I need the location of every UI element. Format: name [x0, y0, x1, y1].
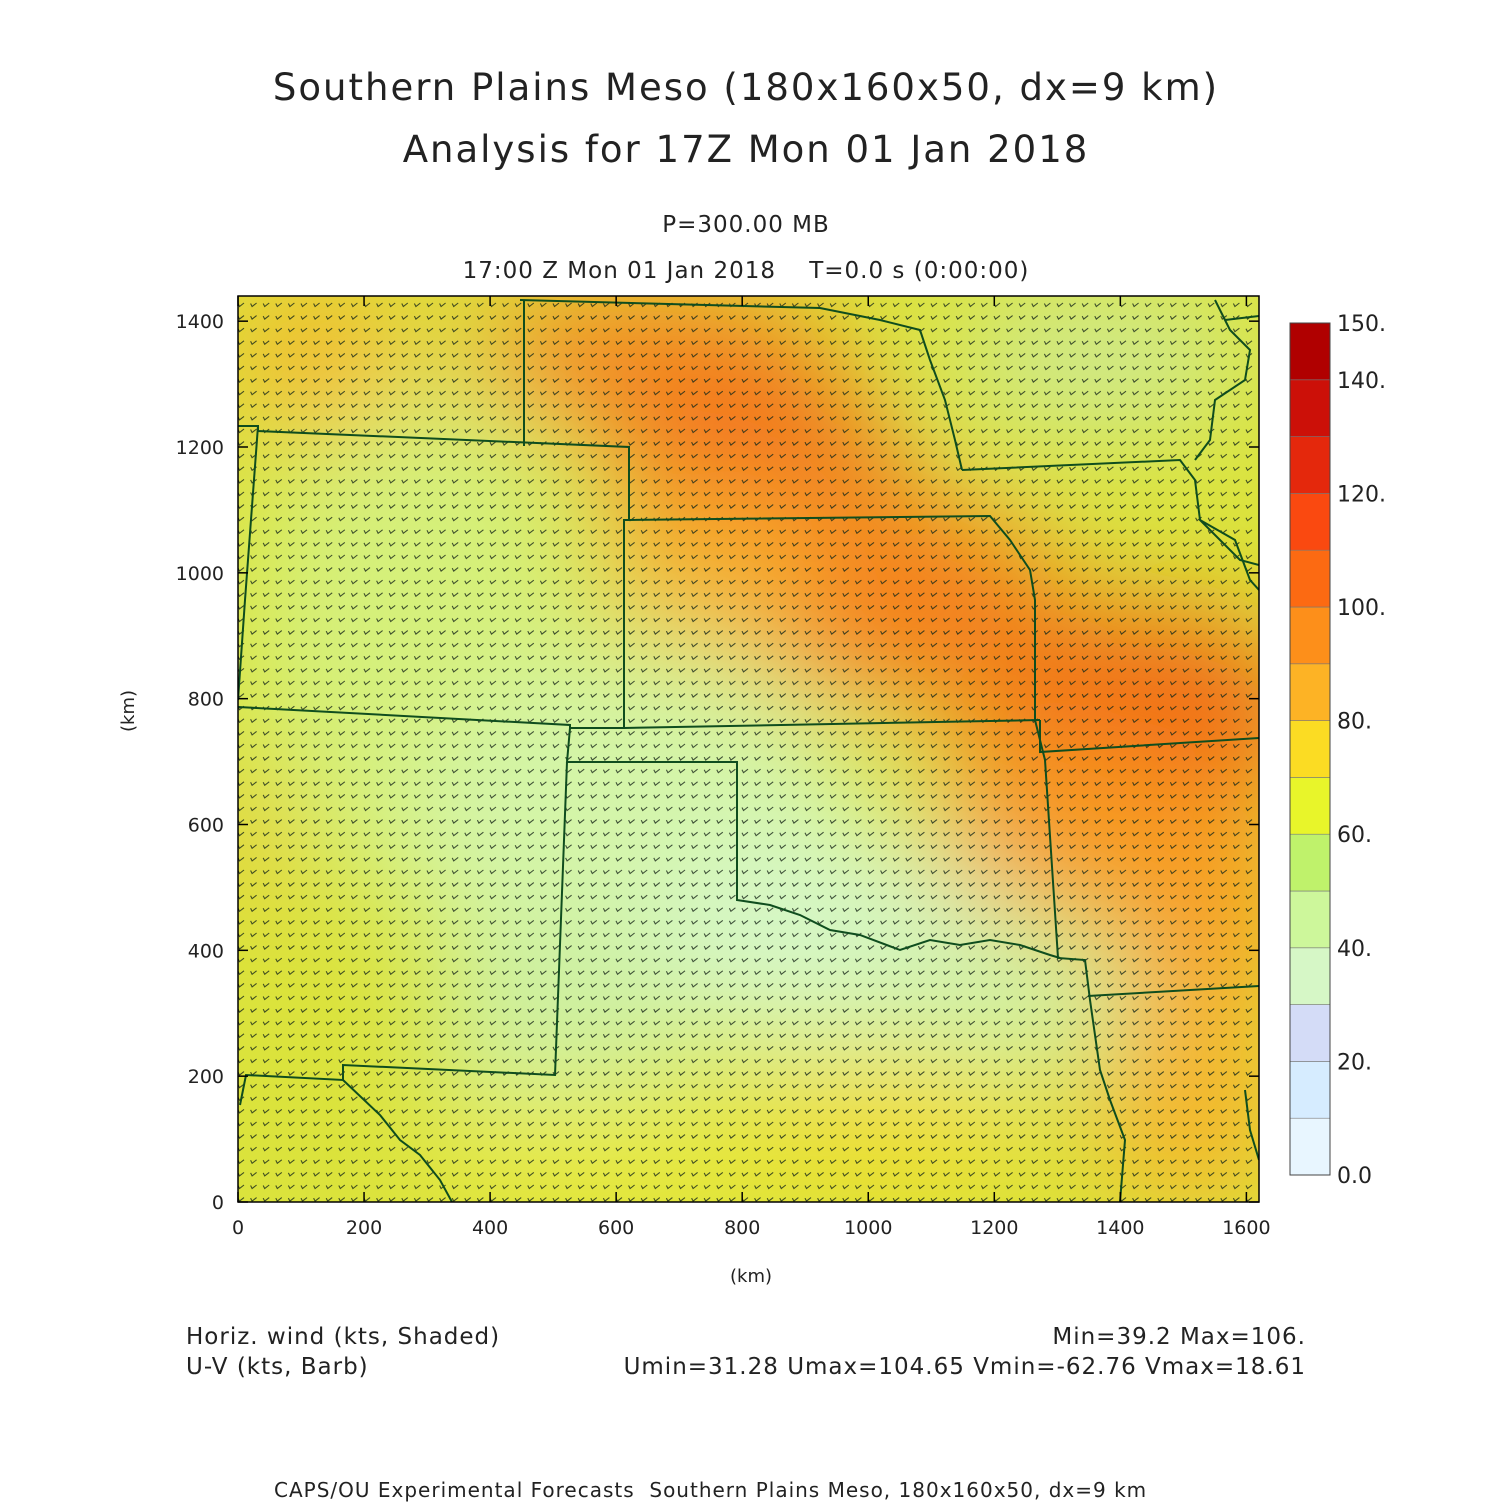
valid-time-label: 17:00 Z Mon 01 Jan 2018 T=0.0 s (0:00:00… — [462, 258, 1030, 284]
wind-speed-shading — [238, 296, 1259, 1202]
colorbar-legend: 0.0 20. 40. 60. 80. 100. 120. 140. 150. — [1289, 312, 1386, 1189]
colorbar-label: 150. — [1337, 312, 1386, 337]
colorbar-swatch — [1289, 663, 1331, 721]
y-tick-label: 200 — [188, 1066, 224, 1088]
wind-barb-field — [238, 302, 1253, 1202]
colorbar-label: 60. — [1337, 823, 1372, 848]
colorbar-swatch — [1289, 1117, 1331, 1176]
x-tick-label: 1000 — [844, 1217, 892, 1239]
shaded-field-label: Horiz. wind (kts, Shaded) — [186, 1324, 501, 1350]
uv-stats: Umin=31.28 Umax=104.65 Vmin=-62.76 Vmax=… — [623, 1354, 1306, 1380]
colorbar-label: 0.0 — [1337, 1164, 1372, 1189]
colorbar-label: 120. — [1337, 482, 1386, 507]
state-borders — [238, 299, 1259, 1202]
colorbar-label: 40. — [1337, 937, 1372, 962]
y-tick-label: 600 — [188, 815, 224, 837]
min-max-stats: Min=39.2 Max=106. — [1052, 1324, 1306, 1350]
colorbar-swatch — [1289, 890, 1331, 949]
colorbar-swatch — [1289, 720, 1331, 778]
x-axis-ticks: 0 200 400 600 800 1000 1200 1400 1600 — [232, 296, 1271, 1239]
colorbar-swatch — [1289, 436, 1331, 494]
y-tick-label: 1400 — [176, 311, 224, 333]
colorbar-swatch — [1289, 947, 1331, 1005]
x-tick-label: 400 — [472, 1217, 508, 1239]
analysis-time-title: Analysis for 17Z Mon 01 Jan 2018 — [402, 128, 1090, 171]
colorbar-label: 100. — [1337, 596, 1386, 621]
wind-barbs — [238, 302, 1253, 1202]
colorbar-swatch — [1289, 1004, 1331, 1062]
x-tick-label: 1600 — [1222, 1217, 1270, 1239]
y-tick-label: 400 — [188, 940, 224, 962]
barb-field-label: U-V (kts, Barb) — [186, 1354, 369, 1380]
y-tick-label: 800 — [188, 689, 224, 711]
colorbar-swatch — [1289, 1061, 1331, 1119]
map-title: Southern Plains Meso (180x160x50, dx=9 k… — [272, 66, 1220, 109]
colorbar-swatch — [1289, 777, 1331, 835]
x-tick-label: 0 — [232, 1217, 244, 1239]
colorbar-swatch — [1289, 379, 1331, 437]
colorbar-label: 20. — [1337, 1050, 1372, 1075]
colorbar-swatch — [1289, 549, 1331, 608]
x-tick-label: 1400 — [1096, 1217, 1144, 1239]
y-axis-label: (km) — [118, 689, 139, 732]
plot-frame — [237, 295, 1260, 1203]
x-tick-label: 1200 — [970, 1217, 1018, 1239]
colorbar-swatch — [1289, 322, 1331, 381]
colorbar-swatch — [1289, 493, 1331, 551]
y-tick-label: 1000 — [176, 563, 224, 585]
x-tick-label: 200 — [346, 1217, 382, 1239]
x-tick-label: 800 — [724, 1217, 760, 1239]
pressure-level-label: P=300.00 MB — [662, 212, 830, 238]
colorbar-swatch — [1289, 606, 1331, 665]
x-tick-label: 600 — [598, 1217, 634, 1239]
y-tick-label: 0 — [212, 1192, 224, 1214]
x-axis-label: (km) — [730, 1266, 773, 1287]
colorbar-frame — [1289, 322, 1331, 1176]
y-tick-label: 1200 — [176, 437, 224, 459]
credit-line: CAPS/OU Experimental Forecasts Southern … — [274, 1478, 1148, 1502]
colorbar-label: 140. — [1337, 369, 1386, 394]
colorbar-label: 80. — [1337, 710, 1372, 735]
y-axis-ticks: 0 200 400 600 800 1000 1200 1400 — [176, 311, 1259, 1214]
colorbar-swatch — [1289, 833, 1331, 892]
